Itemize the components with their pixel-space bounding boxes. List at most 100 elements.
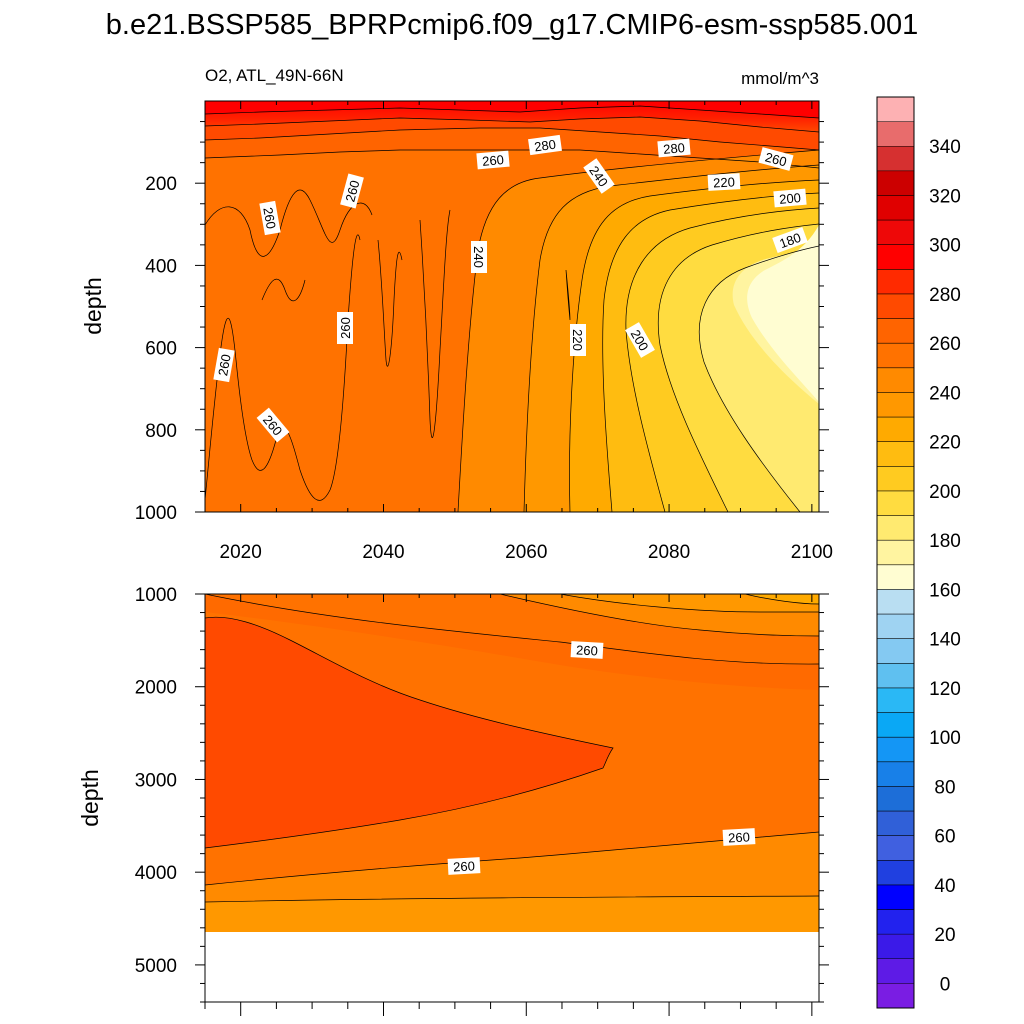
colorbar-swatch: [877, 146, 914, 172]
colorbar-swatch: [877, 589, 914, 615]
contour-label: 240: [471, 241, 487, 273]
fill-level-295: [205, 101, 819, 118]
contour-label: 220: [707, 173, 741, 191]
colorbar-swatch: [877, 417, 914, 443]
colorbar-swatch: [877, 318, 914, 344]
contour-label-box: [772, 227, 808, 253]
contour-line: [744, 594, 819, 605]
colorbar-swatch: [877, 909, 914, 935]
contour-label-text: 260: [482, 152, 505, 169]
fill-level-225: [745, 594, 819, 604]
colorbar-label: 300: [929, 236, 961, 257]
contour-line: [602, 192, 819, 512]
contour-line: [523, 164, 819, 512]
colorbar-label: 280: [929, 285, 961, 306]
y-tick-label: 3000: [135, 770, 177, 791]
contour-label-box: [570, 641, 604, 659]
upper-contour-lines: [205, 105, 819, 512]
contour-line: [377, 239, 403, 367]
colorbar-swatch: [877, 441, 914, 467]
contour-line-260: [261, 278, 306, 302]
lower-panel: 260 260 260 1000 2000 3000 4000 5000 depth: [77, 585, 829, 1016]
colorbar-label: 200: [929, 482, 961, 503]
colorbar-label: 140: [929, 630, 961, 651]
colorbar-swatch: [877, 958, 914, 984]
contour-label-box: [476, 150, 510, 170]
colorbar-label: 260: [929, 334, 961, 355]
x-tick-label: 2100: [791, 542, 833, 563]
colorbar-swatch: [877, 466, 914, 492]
fill-level-235: [205, 896, 819, 932]
contour-label-box: [471, 241, 487, 273]
y-tick-label: 5000: [135, 956, 177, 977]
colorbar-swatch: [877, 220, 914, 246]
contour-label: 260: [337, 312, 353, 344]
panel-subtitle: O2, ATL_49N-66N: [205, 66, 344, 85]
y-tick-label: 2000: [135, 678, 177, 699]
colorbar-swatch: [877, 761, 914, 787]
colorbar-label: 80: [934, 777, 955, 798]
contour-label-box: [570, 324, 586, 356]
upper-y-axis: 200 400 600 800 1000: [135, 121, 829, 524]
colorbar-label: 320: [929, 186, 961, 207]
colorbar-swatch: [877, 244, 914, 270]
colorbar-swatch: [877, 564, 914, 590]
contour-label: 280: [528, 134, 562, 156]
x-tick-label: 2020: [220, 542, 262, 563]
contour-label-text: 260: [342, 179, 362, 204]
y-tick-label: 600: [145, 339, 177, 360]
contour-label-text: 260: [576, 642, 598, 658]
colorbar-swatch: [877, 884, 914, 910]
colorbar-label: 120: [929, 679, 961, 700]
contour-line: [205, 149, 819, 169]
contour-label-box: [256, 407, 290, 443]
colorbar: 3403203002802602402202001801601401201008…: [876, 96, 961, 1009]
colorbar-frame: [876, 96, 915, 1009]
contour-label: 260: [213, 347, 235, 383]
contour-label-text: 260: [338, 317, 353, 339]
contour-label-text: 260: [763, 149, 788, 169]
colorbar-swatch: [877, 392, 914, 418]
contour-label-text: 260: [215, 353, 234, 377]
colorbar-swatch: [877, 786, 914, 812]
contour-label-text: 280: [663, 140, 686, 157]
contour-line-200: [625, 207, 819, 512]
colorbar-label: 40: [934, 876, 955, 897]
colorbar-label: 20: [934, 925, 955, 946]
colorbar-label: 160: [929, 580, 961, 601]
contour-label: 260: [447, 857, 481, 875]
contour-label-box: [528, 134, 562, 156]
upper-y-axis-label: depth: [80, 277, 106, 335]
colorbar-swatch: [877, 811, 914, 837]
colorbar-swatch: [877, 737, 914, 763]
contour-label-text: 220: [570, 329, 585, 351]
colorbar-swatch: [877, 663, 914, 689]
contour-label-text: 260: [728, 829, 750, 845]
contour-line-260: [205, 594, 819, 665]
contour-label-box: [773, 188, 807, 208]
contour-line: [205, 895, 819, 903]
colorbar-swatch: [877, 293, 914, 319]
contour-label: 220: [570, 324, 586, 356]
fill-level-265: [205, 617, 613, 848]
colorbar-swatch: [877, 367, 914, 393]
colorbar-swatch: [877, 490, 914, 516]
contour-label-box: [259, 200, 281, 236]
contour-label: 280: [657, 138, 691, 158]
contour-label-box: [657, 138, 691, 158]
contour-line: [205, 116, 819, 133]
lower-contour-lines: [205, 594, 819, 903]
contour-label-box: [758, 147, 794, 171]
colorbar-swatch: [877, 687, 914, 713]
colorbar-label: 180: [929, 531, 961, 552]
chart-title: b.e21.BSSP585_BPRPcmip6.f09_g17.CMIP6-es…: [106, 9, 918, 41]
contour-label-text: 240: [471, 246, 486, 268]
contour-label-text: 200: [779, 190, 802, 207]
contour-line: [205, 616, 614, 849]
colorbar-swatch: [877, 121, 914, 147]
contour-label-box: [337, 312, 353, 344]
lower-contour-labels: 260 260 260: [447, 641, 756, 875]
y-tick-label: 200: [145, 174, 177, 195]
contour-label-text: 220: [713, 174, 735, 190]
contour-line: [205, 105, 819, 119]
